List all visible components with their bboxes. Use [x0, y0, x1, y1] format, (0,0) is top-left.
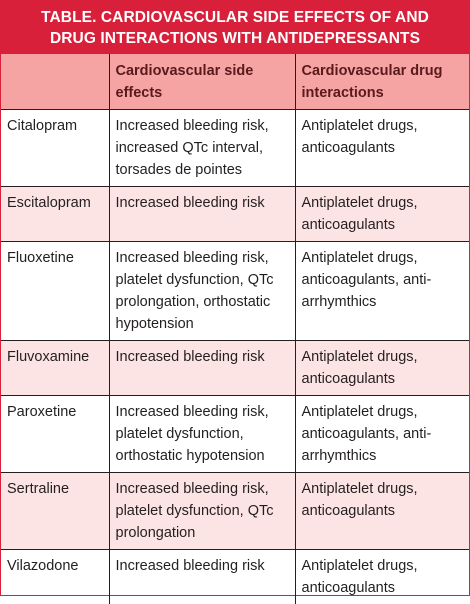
interactions-cell: Antiplatelet drugs, anticoagulants, anti… [295, 242, 469, 341]
interactions-cell: Antiplatelet drugs, anticoagulants [295, 110, 469, 187]
drug-name: Fluvoxamine [1, 341, 109, 396]
table-row: Citalopram Increased bleeding risk, incr… [1, 110, 469, 187]
interactions-cell: Antiplatelet drugs, anticoagulants [295, 473, 469, 550]
side-effects-cell: Increased bleeding risk, platelet dysfun… [109, 396, 295, 473]
table-title-line-1: TABLE. CARDIOVASCULAR SIDE EFFECTS OF AN… [41, 7, 429, 28]
table-row: Fluoxetine Increased bleeding risk, plat… [1, 242, 469, 341]
drug-name: Fluoxetine [1, 242, 109, 341]
side-effects-cell: Increased bleeding risk [109, 187, 295, 242]
table-title-line-2: DRUG INTERACTIONS WITH ANTIDEPRESSANTS [41, 28, 429, 49]
table-title: TABLE. CARDIOVASCULAR SIDE EFFECTS OF AN… [1, 1, 469, 54]
header-side-effects: Cardiovascular side effects [109, 54, 295, 110]
table-header-row: Cardiovascular side effects Cardiovascul… [1, 54, 469, 110]
interactions-cell: Antiplatelet drugs, anticoagulants [295, 341, 469, 396]
table-row: Sertraline Increased bleeding risk, plat… [1, 473, 469, 550]
side-effects-cell: Increased bleeding risk [109, 341, 295, 396]
interactions-cell: Antiplatelet drugs, anticoagulants, anti… [295, 396, 469, 473]
interactions-cell: Antiplatelet drugs, anticoagulants [295, 187, 469, 242]
drug-name: Escitalopram [1, 187, 109, 242]
side-effects-cell: Increased bleeding risk, platelet dysfun… [109, 473, 295, 550]
side-effects-cell: Increased bleeding risk, platelet dysfun… [109, 242, 295, 341]
header-interactions: Cardiovascular drug interactions [295, 54, 469, 110]
table-row: Paroxetine Increased bleeding risk, plat… [1, 396, 469, 473]
drug-name: Sertraline [1, 473, 109, 550]
antidepressant-table: Cardiovascular side effects Cardiovascul… [1, 54, 469, 604]
table-row: Fluvoxamine Increased bleeding risk Anti… [1, 341, 469, 396]
header-drug [1, 54, 109, 110]
drug-name: Paroxetine [1, 396, 109, 473]
drug-name: Citalopram [1, 110, 109, 187]
side-effects-cell: Increased bleeding risk, increased QTc i… [109, 110, 295, 187]
table-row: Escitalopram Increased bleeding risk Ant… [1, 187, 469, 242]
